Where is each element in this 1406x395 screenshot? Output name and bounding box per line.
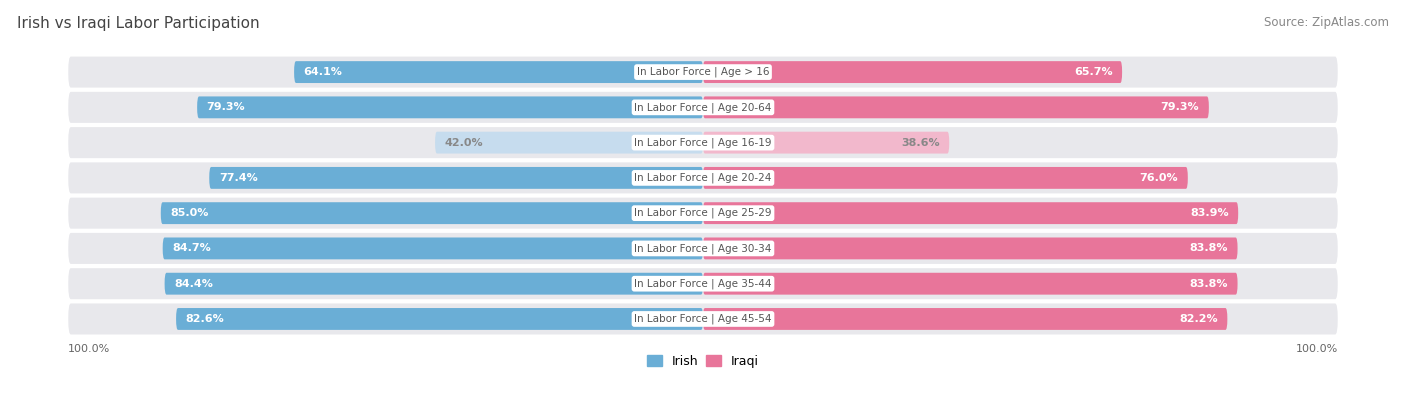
Text: In Labor Force | Age 45-54: In Labor Force | Age 45-54 — [634, 314, 772, 324]
FancyBboxPatch shape — [294, 61, 703, 83]
Text: 77.4%: 77.4% — [219, 173, 257, 183]
FancyBboxPatch shape — [69, 303, 1337, 335]
Text: 76.0%: 76.0% — [1140, 173, 1178, 183]
FancyBboxPatch shape — [69, 268, 1337, 299]
Text: Source: ZipAtlas.com: Source: ZipAtlas.com — [1264, 16, 1389, 29]
Text: Irish vs Iraqi Labor Participation: Irish vs Iraqi Labor Participation — [17, 16, 260, 31]
FancyBboxPatch shape — [703, 273, 1237, 295]
FancyBboxPatch shape — [69, 162, 1337, 194]
Text: 79.3%: 79.3% — [207, 102, 245, 112]
Text: 100.0%: 100.0% — [69, 344, 111, 354]
Text: In Labor Force | Age 35-44: In Labor Force | Age 35-44 — [634, 278, 772, 289]
FancyBboxPatch shape — [69, 92, 1337, 123]
Text: 79.3%: 79.3% — [1161, 102, 1199, 112]
FancyBboxPatch shape — [434, 132, 703, 154]
FancyBboxPatch shape — [703, 167, 1188, 189]
Text: 38.6%: 38.6% — [901, 137, 939, 148]
FancyBboxPatch shape — [69, 198, 1337, 229]
FancyBboxPatch shape — [703, 132, 949, 154]
Text: 85.0%: 85.0% — [170, 208, 208, 218]
FancyBboxPatch shape — [209, 167, 703, 189]
FancyBboxPatch shape — [703, 202, 1239, 224]
FancyBboxPatch shape — [197, 96, 703, 118]
FancyBboxPatch shape — [160, 202, 703, 224]
FancyBboxPatch shape — [165, 273, 703, 295]
FancyBboxPatch shape — [703, 237, 1237, 260]
Text: 64.1%: 64.1% — [304, 67, 343, 77]
FancyBboxPatch shape — [176, 308, 703, 330]
Text: 83.8%: 83.8% — [1189, 279, 1227, 289]
Text: 84.7%: 84.7% — [173, 243, 211, 254]
Text: In Labor Force | Age 30-34: In Labor Force | Age 30-34 — [634, 243, 772, 254]
Text: 82.2%: 82.2% — [1180, 314, 1218, 324]
Text: 82.6%: 82.6% — [186, 314, 225, 324]
Text: In Labor Force | Age 25-29: In Labor Force | Age 25-29 — [634, 208, 772, 218]
Text: In Labor Force | Age 20-64: In Labor Force | Age 20-64 — [634, 102, 772, 113]
Text: In Labor Force | Age 16-19: In Labor Force | Age 16-19 — [634, 137, 772, 148]
FancyBboxPatch shape — [703, 96, 1209, 118]
FancyBboxPatch shape — [69, 233, 1337, 264]
FancyBboxPatch shape — [703, 61, 1122, 83]
FancyBboxPatch shape — [69, 127, 1337, 158]
Text: 83.8%: 83.8% — [1189, 243, 1227, 254]
Text: In Labor Force | Age > 16: In Labor Force | Age > 16 — [637, 67, 769, 77]
FancyBboxPatch shape — [703, 308, 1227, 330]
Text: 42.0%: 42.0% — [444, 137, 484, 148]
Text: 84.4%: 84.4% — [174, 279, 214, 289]
Text: 83.9%: 83.9% — [1189, 208, 1229, 218]
Legend: Irish, Iraqi: Irish, Iraqi — [643, 350, 763, 373]
Text: In Labor Force | Age 20-24: In Labor Force | Age 20-24 — [634, 173, 772, 183]
Text: 100.0%: 100.0% — [1295, 344, 1337, 354]
FancyBboxPatch shape — [163, 237, 703, 260]
Text: 65.7%: 65.7% — [1074, 67, 1112, 77]
FancyBboxPatch shape — [69, 56, 1337, 88]
